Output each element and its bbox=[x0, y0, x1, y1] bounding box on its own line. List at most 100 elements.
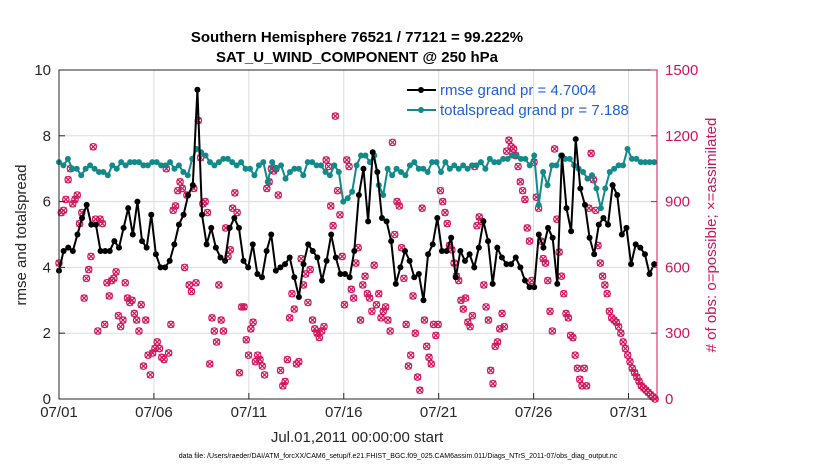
obs-assim-b bbox=[263, 185, 271, 192]
rmse-point bbox=[249, 241, 256, 248]
obs-marker bbox=[482, 303, 490, 311]
obs-assim-b bbox=[370, 261, 378, 269]
spread-point bbox=[313, 162, 320, 169]
rmse-point bbox=[263, 247, 270, 254]
obs-assim-b bbox=[236, 369, 243, 377]
obs-possible bbox=[626, 357, 634, 366]
y-tick-label: 0 bbox=[43, 391, 51, 408]
rmse-point bbox=[235, 224, 242, 231]
obs-possible bbox=[258, 362, 267, 370]
rmse-point bbox=[208, 224, 215, 231]
obs-possible bbox=[180, 263, 189, 272]
obs-possible bbox=[434, 320, 442, 329]
spread-point bbox=[611, 165, 618, 172]
rmse-point bbox=[212, 244, 219, 251]
obs-marker bbox=[233, 208, 241, 217]
obs-assim-b bbox=[318, 327, 326, 335]
obs-assim-b bbox=[379, 307, 387, 315]
obs-assim-b bbox=[119, 316, 127, 324]
rmse-point bbox=[318, 277, 325, 284]
obs-possible bbox=[610, 316, 618, 324]
obs-marker bbox=[64, 175, 72, 184]
obs-assim-b bbox=[599, 272, 606, 280]
spread-point bbox=[402, 172, 409, 179]
rmse-point bbox=[139, 238, 146, 245]
obs-assim-b bbox=[574, 364, 581, 372]
rmse-point bbox=[148, 211, 155, 218]
obs-marker bbox=[612, 318, 621, 327]
obs-assim-b bbox=[596, 259, 604, 267]
obs-assim-b bbox=[281, 378, 289, 385]
obs-possible bbox=[167, 320, 175, 329]
obs-assim-b bbox=[621, 345, 629, 352]
obs-possible bbox=[228, 204, 237, 212]
obs-marker bbox=[160, 355, 168, 364]
rmse-point bbox=[623, 224, 630, 231]
obs-possible bbox=[89, 142, 98, 151]
obs-assim-b bbox=[208, 314, 216, 322]
rmse-point bbox=[392, 280, 399, 287]
obs-possible bbox=[285, 314, 294, 322]
obs-assim-b bbox=[368, 307, 376, 315]
rmse-point bbox=[535, 231, 542, 238]
obs-assim-b bbox=[327, 202, 335, 210]
obs-marker bbox=[514, 162, 522, 171]
obs-possible bbox=[317, 327, 326, 335]
rmse-point bbox=[521, 277, 528, 284]
obs-possible bbox=[644, 388, 653, 397]
obs-possible bbox=[68, 199, 77, 208]
rmse-point bbox=[531, 284, 538, 291]
obs-marker bbox=[283, 355, 292, 364]
obs-possible bbox=[473, 221, 481, 230]
obs-marker bbox=[212, 338, 221, 346]
rmse-point bbox=[641, 251, 648, 258]
obs-possible bbox=[637, 382, 646, 390]
obs-marker bbox=[135, 327, 143, 335]
rmse-point bbox=[443, 247, 450, 254]
obs-possible bbox=[356, 316, 365, 324]
spread-point bbox=[584, 175, 591, 182]
obs-marker bbox=[582, 382, 591, 390]
obs-possible bbox=[199, 199, 207, 208]
obs-possible bbox=[112, 267, 120, 276]
obs-possible bbox=[338, 252, 347, 261]
spread-point bbox=[269, 159, 276, 166]
obs-possible bbox=[310, 325, 319, 333]
spread-point bbox=[517, 155, 524, 162]
rmse-point bbox=[632, 241, 639, 248]
obs-possible bbox=[406, 351, 415, 359]
obs-possible bbox=[306, 265, 315, 274]
spread-point bbox=[429, 159, 436, 166]
y-tick-label: 4 bbox=[43, 259, 51, 276]
spread-point bbox=[389, 172, 396, 179]
obs-marker bbox=[281, 377, 289, 386]
spread-point bbox=[162, 162, 169, 169]
obs-possible bbox=[171, 202, 180, 210]
spread-point bbox=[282, 175, 289, 182]
obs-assim-b bbox=[601, 281, 609, 289]
obs-assim-b bbox=[398, 244, 406, 252]
obs-marker bbox=[187, 287, 196, 296]
obs-marker bbox=[475, 213, 484, 221]
obs-marker bbox=[541, 259, 550, 267]
obs-possible bbox=[57, 208, 66, 217]
rmse-point bbox=[415, 270, 422, 277]
obs-possible bbox=[413, 373, 422, 381]
obs-assim-b bbox=[464, 318, 472, 326]
obs-assim-b bbox=[336, 211, 344, 219]
spread-point bbox=[64, 155, 71, 162]
obs-possible bbox=[384, 316, 392, 324]
obs-assim-b bbox=[256, 356, 264, 363]
obs-assim-b bbox=[329, 222, 337, 230]
obs-assim-b bbox=[311, 325, 319, 333]
rmse-point bbox=[102, 247, 109, 254]
obs-possible bbox=[386, 327, 394, 335]
obs-marker bbox=[210, 327, 219, 335]
x-tick-label: 07/21 bbox=[420, 404, 458, 421]
obs-possible bbox=[642, 386, 650, 395]
obs-assim-b bbox=[217, 316, 225, 324]
x-tick-label: 07/16 bbox=[325, 404, 363, 421]
y2-tick-label: 600 bbox=[665, 259, 690, 276]
obs-possible bbox=[185, 281, 193, 289]
rmse-point bbox=[194, 86, 201, 93]
